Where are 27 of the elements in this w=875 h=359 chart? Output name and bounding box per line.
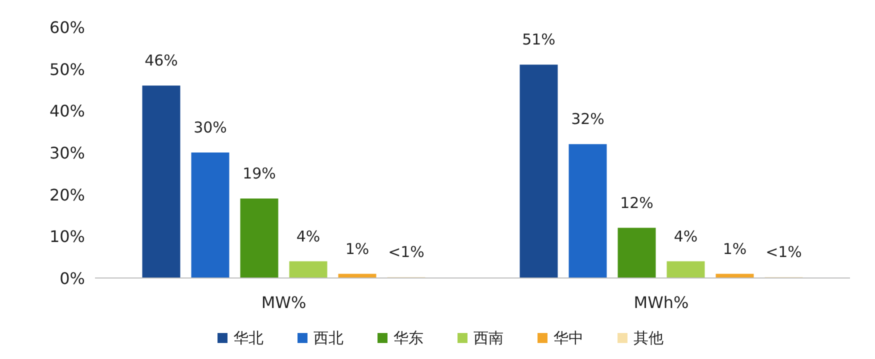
y-tick-label: 20% xyxy=(49,185,85,204)
legend-label: 华中 xyxy=(554,329,584,347)
legend-label: 华东 xyxy=(394,329,424,347)
data-label: 4% xyxy=(296,227,320,246)
data-label: 46% xyxy=(144,52,178,70)
data-label: 30% xyxy=(194,118,227,136)
legend-label: 华北 xyxy=(234,329,264,347)
legend-label: 其他 xyxy=(634,329,664,347)
data-label: 19% xyxy=(242,164,276,183)
legend-label: 西北 xyxy=(314,329,344,347)
x-tick-label: MW% xyxy=(261,293,306,312)
y-tick-label: 10% xyxy=(49,227,85,246)
y-tick-label: 30% xyxy=(49,144,85,162)
y-tick-label: 50% xyxy=(49,60,85,79)
data-label: 32% xyxy=(571,110,604,128)
data-label: 1% xyxy=(345,240,370,258)
y-tick-label: 60% xyxy=(49,18,85,37)
x-tick-label: MWh% xyxy=(634,293,689,312)
y-tick-label: 40% xyxy=(49,102,85,121)
data-label: <1% xyxy=(388,243,424,262)
y-tick-label: 0% xyxy=(60,269,85,288)
data-label: 51% xyxy=(522,30,556,49)
legend-label: 西南 xyxy=(474,329,504,347)
data-label: 4% xyxy=(674,227,698,246)
data-label: 1% xyxy=(722,240,747,258)
data-label: 12% xyxy=(620,194,654,212)
data-label: <1% xyxy=(766,243,802,262)
